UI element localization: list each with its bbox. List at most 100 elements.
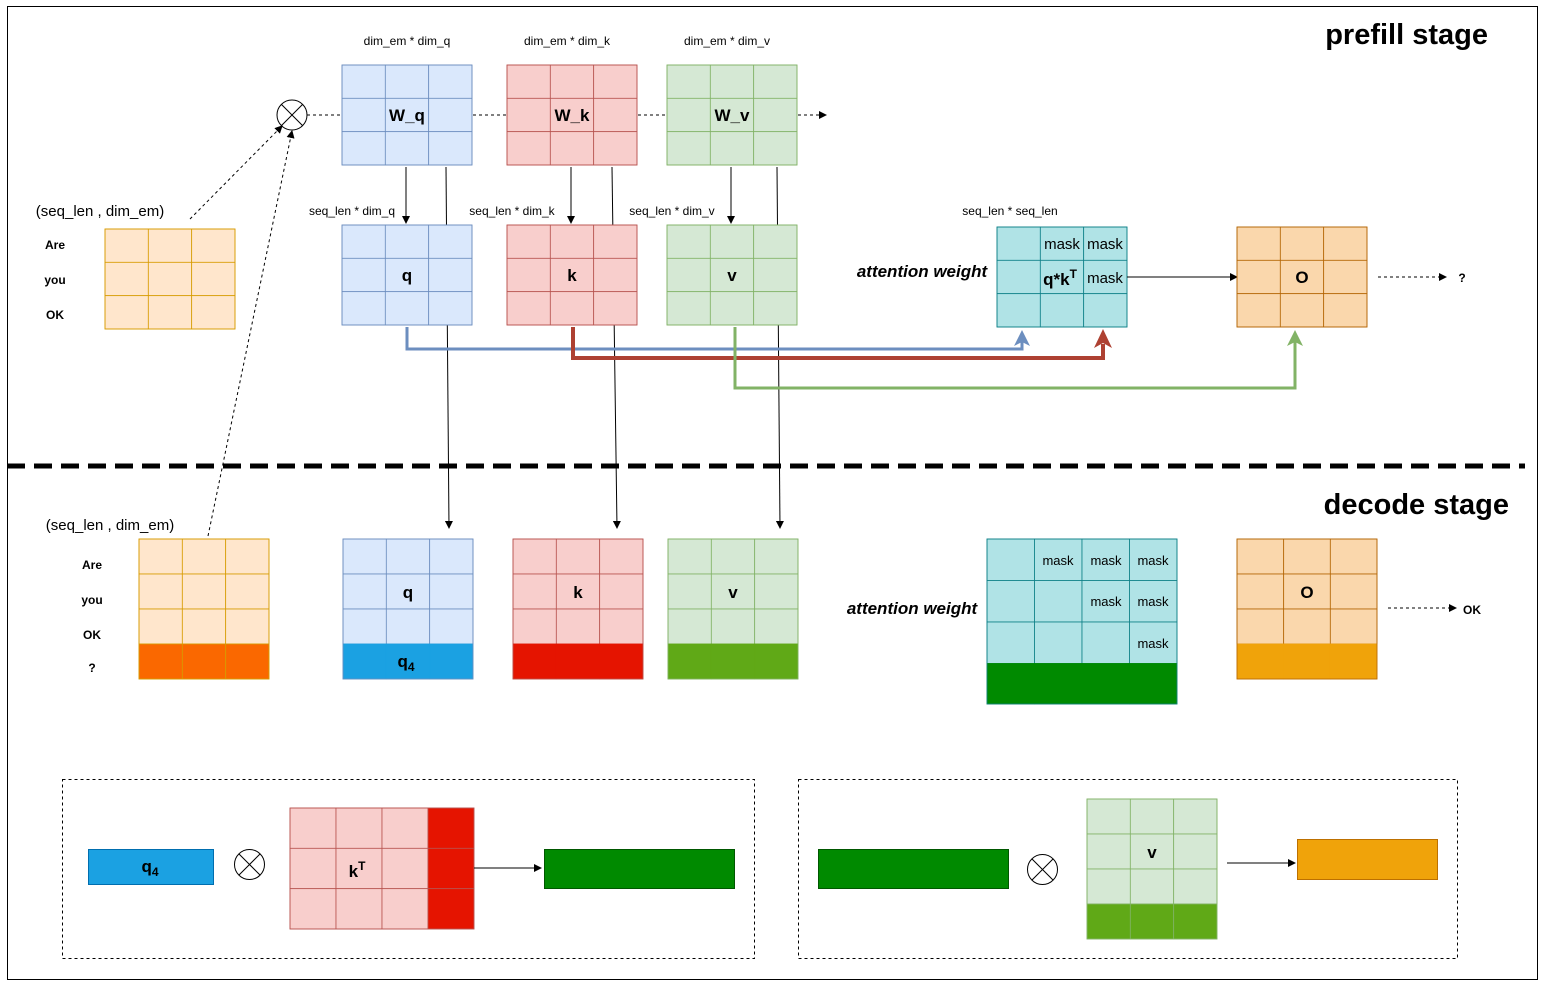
detail-kT-matrix-cell — [289, 847, 337, 890]
wv-matrix-cell — [753, 131, 798, 166]
av-detail-box — [798, 779, 1458, 959]
detail-multiply-icon-2 — [1027, 854, 1058, 885]
q-route-arrowhead — [1014, 330, 1030, 346]
decode-token-1: you — [81, 593, 102, 607]
prefill-v-matrix-outline — [666, 224, 798, 326]
decode-input-matrix-cell — [181, 608, 227, 645]
prefill-output-matrix-cell — [1279, 226, 1325, 261]
decode-k-matrix-cell — [555, 643, 601, 680]
prefill-input-shape-label: (seq_len , dim_em) — [36, 203, 164, 220]
decode-attention-matrix-cell — [1129, 621, 1178, 664]
detail-output-row — [1297, 839, 1438, 880]
prefill-mask-0-2: mask — [1087, 236, 1123, 253]
decode-k-matrix-cell — [555, 608, 601, 645]
v-shape-label: seq_len * dim_v — [629, 204, 714, 218]
decode-k-matrix-cell — [599, 608, 644, 645]
prefill-attention-matrix-cell — [1039, 259, 1085, 295]
prefill-input-matrix — [104, 228, 236, 330]
wq-matrix-cell — [341, 97, 386, 133]
wq-matrix-outline — [341, 64, 473, 166]
decode-output-matrix-cell — [1329, 608, 1378, 645]
detail-v-matrix-cell — [1086, 798, 1131, 835]
prefill-output-matrix-cell — [1323, 293, 1368, 328]
decode-v-matrix-cell — [754, 643, 799, 680]
prefill-v-matrix-cell — [709, 224, 755, 259]
wk-matrix-cell — [549, 131, 595, 166]
detail-multiply-icon-1 — [234, 849, 265, 880]
prefill-output-matrix — [1236, 226, 1368, 328]
prefill-input-matrix-cell — [104, 228, 149, 263]
decode-input-matrix-outline — [138, 538, 270, 680]
wk-matrix-outline — [506, 64, 638, 166]
decode-next-token: OK — [1463, 603, 1481, 617]
wq-matrix-cell — [341, 131, 386, 166]
detail-kT-matrix-cell — [335, 888, 383, 930]
detail-q4-bar — [88, 849, 214, 885]
decode-k-matrix-cell — [512, 643, 557, 680]
wq-matrix-cell — [428, 97, 473, 133]
prefill-output-matrix-cell — [1236, 259, 1281, 295]
wk-matrix-cell — [506, 97, 551, 133]
decode-attention-matrix — [986, 538, 1178, 705]
decode-output-matrix-cell — [1236, 643, 1285, 680]
decode-v-matrix-cell — [667, 573, 712, 610]
decode-q-matrix-cell — [385, 643, 431, 680]
wk-shape-label: dim_em * dim_k — [524, 34, 611, 48]
prefill-input-matrix-cell — [147, 261, 193, 297]
decode-q-matrix-cell — [429, 643, 474, 680]
prefill-mask-0-1: mask — [1044, 236, 1080, 253]
decode-q-matrix-cell — [429, 608, 474, 645]
prefill-q-matrix-cell — [428, 224, 473, 259]
decode-output-matrix-outline — [1236, 538, 1378, 680]
detail-kT-matrix-cell — [381, 888, 429, 930]
q-route-line — [405, 327, 1024, 351]
wv-matrix-cell — [709, 131, 755, 166]
wk-matrix-cell — [506, 64, 551, 99]
wv-matrix-cell — [753, 64, 798, 99]
decode-q-matrix-cell — [342, 643, 387, 680]
decode-v-matrix-cell — [667, 608, 712, 645]
decode-output-matrix-cell — [1329, 643, 1378, 680]
v-route-line — [733, 327, 1297, 390]
prefill-input-matrix-outline — [104, 228, 236, 330]
decode-k-matrix-cell — [555, 573, 601, 610]
prefill-k-matrix-cell — [506, 257, 551, 293]
wv-matrix-outline — [666, 64, 798, 166]
prefill-stage-title: prefill stage — [1325, 19, 1488, 51]
q-shape-label: seq_len * dim_q — [309, 204, 395, 218]
wq-matrix-cell — [384, 97, 430, 133]
decode-mask-1-3: mask — [1137, 594, 1169, 609]
prefill-q-matrix-cell — [428, 257, 473, 293]
prefill-output-matrix-cell — [1279, 293, 1325, 328]
decode-k-matrix-cell — [512, 608, 557, 645]
prefill-q-matrix-cell — [428, 291, 473, 326]
prefill-multiply-icon — [276, 99, 308, 131]
wv-matrix — [666, 64, 798, 166]
decode-input-matrix-cell — [138, 573, 183, 610]
decode-v-matrix-cell — [710, 538, 756, 575]
decode-input-matrix-cell — [181, 538, 227, 575]
detail-kT-matrix-cell — [381, 847, 429, 890]
prefill-q-matrix-cell — [384, 291, 430, 326]
prefill-output-label: O — [1295, 268, 1308, 287]
prefill-input-matrix-cell — [191, 261, 236, 297]
prefill-k-matrix-cell — [593, 291, 638, 326]
prefill-attention-matrix — [996, 226, 1128, 328]
decode-input-matrix-cell — [181, 643, 227, 680]
prefill-attention-matrix-cell — [1083, 226, 1128, 261]
detail-v-matrix-cell — [1129, 903, 1175, 940]
prefill-next-token: ? — [1458, 271, 1465, 285]
detail-kT-matrix-cell — [427, 807, 475, 849]
decode-output-matrix-cell — [1283, 538, 1331, 575]
detail-v-label: v — [1147, 843, 1157, 862]
decode-attention-matrix-cell — [1034, 621, 1083, 664]
attention-shape-label: seq_len * seq_len — [962, 204, 1057, 218]
decode-attention-matrix-cell — [986, 621, 1035, 664]
prefill-attention-matrix-cell — [996, 259, 1041, 295]
decode-attention-matrix-cell — [1129, 663, 1178, 705]
prefill-v-matrix-cell — [666, 257, 711, 293]
decode-k-matrix-outline — [512, 538, 644, 680]
decode-input-matrix-cell — [181, 573, 227, 610]
prefill-dashed-links — [189, 111, 827, 537]
